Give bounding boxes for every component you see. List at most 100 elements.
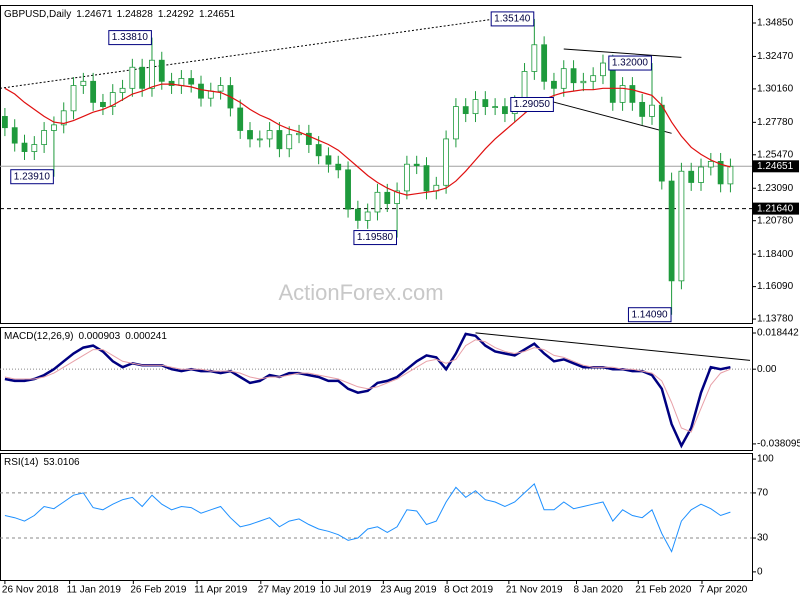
candle-body <box>217 85 224 92</box>
candle-body <box>354 208 361 221</box>
candle-body <box>698 166 704 183</box>
panel-title: GBPUSD,Daily 1.24671 1.24828 1.24292 1.24651 <box>4 9 236 20</box>
x-tick-label: 21 Feb 2020 <box>635 585 692 596</box>
candle-body <box>678 170 685 282</box>
candle-body <box>109 92 116 107</box>
x-tick-label: 11 Jan 2019 <box>67 585 122 596</box>
candle-body <box>247 130 253 140</box>
candle-body <box>600 62 606 77</box>
x-tick-label: 26 Nov 2018 <box>2 585 59 596</box>
trendline <box>0 18 496 89</box>
candle-body <box>325 155 332 165</box>
candle-body <box>237 107 244 131</box>
candle-body <box>374 191 381 213</box>
candle-body <box>688 170 695 183</box>
candle-body <box>51 124 57 131</box>
candle-body <box>413 163 420 167</box>
price-annotation: 1.23910 <box>14 171 51 182</box>
candle-body <box>462 106 469 115</box>
candle-body <box>60 110 67 126</box>
candle-body <box>541 44 548 82</box>
price-annotation: 1.32000 <box>612 58 649 69</box>
y-tick-label: 70 <box>757 488 769 499</box>
candle-body <box>139 66 146 89</box>
candle-body <box>443 138 450 186</box>
candle-body <box>305 132 312 145</box>
candle-body <box>21 142 28 152</box>
title-value: 53.0106 <box>43 457 80 468</box>
candle-body <box>158 59 165 82</box>
candle-body <box>580 80 587 84</box>
candle-body <box>394 190 400 204</box>
candle-body <box>707 161 714 168</box>
price-annotation-box <box>627 307 672 323</box>
x-tick-label: 8 Oct 2019 <box>444 585 493 596</box>
watermark: ActionForex.com <box>278 280 443 305</box>
candle-body <box>423 165 430 192</box>
trendline <box>544 99 672 134</box>
price-annotation: 1.33810 <box>112 32 149 43</box>
y-tick-label: 1.34850 <box>757 18 794 29</box>
x-tick-label: 11 Apr 2019 <box>194 585 248 596</box>
candle-body <box>266 130 273 140</box>
y-tick-label: 0 <box>757 567 763 578</box>
current-price-label: 1.24651 <box>757 161 794 172</box>
y-tick-label: 0.018442 <box>757 328 799 339</box>
title-value: 1.24828 <box>117 9 154 20</box>
candle-body <box>168 80 175 86</box>
candle-body <box>472 99 479 115</box>
moving-average <box>4 83 731 196</box>
y-tick-label: 1.16090 <box>757 281 794 292</box>
indicator-line <box>4 332 731 449</box>
title-value: 1.24651 <box>199 9 236 20</box>
candle-body <box>403 163 410 192</box>
axis-price-box <box>753 160 799 173</box>
y-tick-label: 1.27780 <box>757 117 794 128</box>
candle-body <box>453 106 459 140</box>
price-annotation: 1.14090 <box>631 309 668 320</box>
panel-frame <box>0 5 753 324</box>
axis-price-label: 1.21640 <box>757 203 794 214</box>
candle-body <box>717 161 724 185</box>
panel-title: MACD(12,26,9) 0.000903 0.000241 <box>4 331 167 342</box>
indicator-line <box>4 339 731 433</box>
candle-body <box>286 134 293 150</box>
y-tick-label: 30 <box>757 533 769 544</box>
y-tick-label: 1.13780 <box>757 314 794 325</box>
panel-frame <box>0 453 753 581</box>
candle-body <box>502 106 508 115</box>
candle-body <box>70 85 77 112</box>
candle-body <box>560 68 567 89</box>
candle-body <box>119 87 126 93</box>
x-tick-label: 21 Nov 2019 <box>506 585 563 596</box>
candle-body <box>276 130 283 150</box>
candle-body <box>482 99 489 107</box>
candle-body <box>364 211 371 221</box>
trendline <box>563 48 682 58</box>
price-annotation-box <box>353 230 398 246</box>
candle-body <box>531 44 538 72</box>
candle-body <box>649 104 655 117</box>
candle-body <box>315 144 322 157</box>
y-tick-label: 1.30160 <box>757 84 794 95</box>
candle-body <box>639 101 646 117</box>
candle-body <box>256 138 263 141</box>
price-annotation-box <box>10 169 54 185</box>
title-value: 0.000241 <box>125 331 167 342</box>
candle-body <box>178 78 185 86</box>
y-tick-label: 1.25470 <box>757 149 794 160</box>
candle-body <box>90 80 97 103</box>
y-tick-label: 0.00 <box>757 364 777 375</box>
x-tick-label: 8 Jan 2020 <box>574 585 624 596</box>
indicator-line <box>4 483 731 553</box>
price-annotation-box <box>108 30 152 46</box>
y-tick-label: 1.20780 <box>757 215 794 226</box>
x-tick-label: 26 Feb 2019 <box>130 585 187 596</box>
candle-body <box>658 104 665 182</box>
candle-body <box>335 163 342 171</box>
candle-body <box>668 180 675 282</box>
candle-body <box>384 191 391 204</box>
candle-body <box>551 80 557 89</box>
y-tick-label: -0.038095 <box>757 439 800 450</box>
